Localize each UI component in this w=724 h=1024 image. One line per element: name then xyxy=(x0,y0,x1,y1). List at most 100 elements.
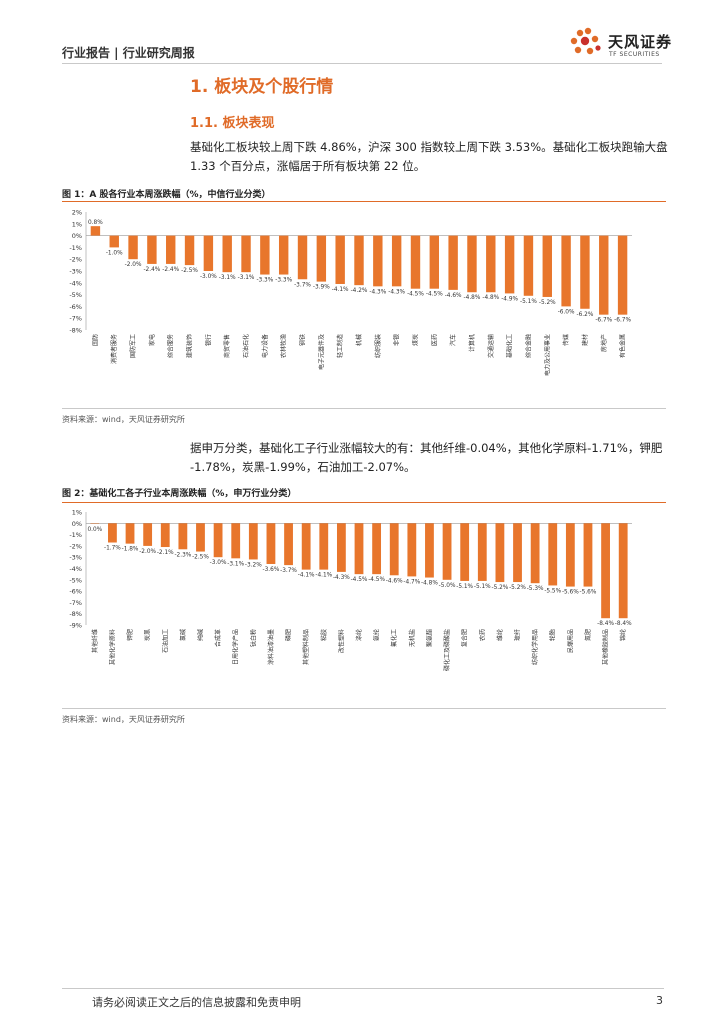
bar xyxy=(373,235,383,287)
category-label: 商贸零售 xyxy=(223,334,231,358)
y-tick-label: -1% xyxy=(69,244,82,252)
data-label: -4.7% xyxy=(403,579,420,585)
category-label: 聚氨酯 xyxy=(425,629,433,647)
data-label: -3.1% xyxy=(238,275,255,281)
bar xyxy=(477,523,487,581)
data-label: -6.7% xyxy=(595,318,612,324)
category-label: 无机盐 xyxy=(408,629,416,647)
category-label: 炭黑 xyxy=(145,629,152,641)
bar xyxy=(260,235,270,275)
bar xyxy=(561,235,571,307)
bar xyxy=(166,235,176,264)
bar xyxy=(618,523,628,619)
y-tick-label: -8% xyxy=(69,610,82,618)
bar xyxy=(213,523,223,558)
bar xyxy=(460,523,470,581)
data-label: -5.1% xyxy=(474,584,491,590)
bar xyxy=(143,523,153,546)
bar xyxy=(90,226,101,236)
data-label: -5.2% xyxy=(509,585,526,591)
category-label: 国防军工 xyxy=(129,334,137,358)
category-label: 机械 xyxy=(355,334,363,346)
figure2-bottom-rule xyxy=(62,708,666,709)
category-label: 磷化工及磷酸盐 xyxy=(443,629,451,671)
report-header: 行业报告 | 行业研究周报 xyxy=(62,46,195,60)
y-tick-label: -3% xyxy=(69,268,82,276)
category-label: 复合肥 xyxy=(461,629,469,647)
data-label: -4.3% xyxy=(333,575,350,581)
category-label: 国防 xyxy=(91,334,99,346)
data-label: -1.0% xyxy=(106,250,123,256)
category-label: 计算机 xyxy=(468,334,476,352)
data-label: -3.7% xyxy=(294,282,311,288)
data-label: -2.4% xyxy=(162,267,179,273)
y-tick-label: 0% xyxy=(72,520,82,528)
data-label: -5.3% xyxy=(527,586,544,592)
category-label: 其他化学原料 xyxy=(108,629,116,665)
data-label: -4.1% xyxy=(332,287,349,293)
category-label: 有色金属 xyxy=(619,334,627,358)
bar xyxy=(495,523,505,583)
category-label: 涤纶 xyxy=(355,629,363,641)
y-tick-label: -2% xyxy=(69,256,82,264)
bar xyxy=(178,523,188,550)
data-label: -8.4% xyxy=(615,621,632,627)
data-label: -4.2% xyxy=(351,288,368,294)
bar xyxy=(617,235,628,315)
bar xyxy=(448,235,458,290)
bar xyxy=(530,523,540,584)
bar xyxy=(196,523,205,552)
data-label: -3.9% xyxy=(313,285,330,291)
data-label: -4.8% xyxy=(421,581,438,587)
data-label: -5.2% xyxy=(491,585,508,591)
bar xyxy=(548,523,558,586)
data-label: -4.8% xyxy=(482,295,499,301)
data-label: -4.8% xyxy=(464,295,481,301)
bar xyxy=(248,523,258,560)
bar xyxy=(583,523,593,587)
data-label: -5.2% xyxy=(539,300,556,306)
bar xyxy=(425,523,434,578)
bar xyxy=(599,235,609,315)
data-label: -4.9% xyxy=(501,296,518,302)
category-label: 基础化工 xyxy=(506,334,514,358)
data-label: -5.1% xyxy=(520,299,537,305)
category-label: 日用化学产品 xyxy=(232,629,240,665)
data-label: -4.1% xyxy=(298,573,315,579)
data-label: -2.5% xyxy=(192,555,209,561)
data-label: -2.5% xyxy=(181,268,198,274)
data-label: -6.2% xyxy=(577,312,594,318)
data-label: -5.1% xyxy=(456,584,473,590)
category-label: 医药 xyxy=(430,334,438,346)
bar xyxy=(241,235,251,273)
bar xyxy=(301,523,311,570)
y-tick-label: 0% xyxy=(72,232,82,240)
bar xyxy=(109,235,119,248)
bar xyxy=(580,235,590,309)
category-label: 农药 xyxy=(478,629,486,641)
category-label: 维纶 xyxy=(496,629,504,641)
data-label: 0.8% xyxy=(88,220,103,226)
y-tick-label: 2% xyxy=(72,209,82,217)
figure1-source: 资料来源：wind，天风证券研究所 xyxy=(62,415,185,424)
category-label: 非银 xyxy=(393,334,401,346)
logo-subtext: TF SECURITIES xyxy=(609,51,660,58)
category-label: 电子元器件及 xyxy=(317,334,325,370)
data-label: -4.5% xyxy=(426,292,443,298)
y-tick-label: -9% xyxy=(69,622,82,630)
category-label: 综合服务 xyxy=(167,334,175,358)
bar xyxy=(222,235,232,273)
category-label: 纺织化学用品 xyxy=(531,629,539,665)
figure1-title: 图 1：A 股各行业本周涨跌幅（%，中信行业分类） xyxy=(62,190,271,200)
data-label: -4.1% xyxy=(315,573,332,579)
y-tick-label: 1% xyxy=(72,220,82,228)
bar xyxy=(160,523,170,548)
disclaimer-note: 请务必阅读正文之后的信息披露和免责申明 xyxy=(92,996,301,1009)
bar xyxy=(125,523,135,544)
subindustry-paragraph: 据申万分类，基础化工子行业涨幅较大的有：其他纤维-0.04%，其他化学原料-1.… xyxy=(190,441,663,474)
figure1-top-rule xyxy=(62,201,666,202)
y-tick-label: -1% xyxy=(69,531,82,539)
category-label: 传媒 xyxy=(562,334,570,346)
category-label: 石油石化 xyxy=(242,334,250,358)
bar xyxy=(319,523,329,570)
